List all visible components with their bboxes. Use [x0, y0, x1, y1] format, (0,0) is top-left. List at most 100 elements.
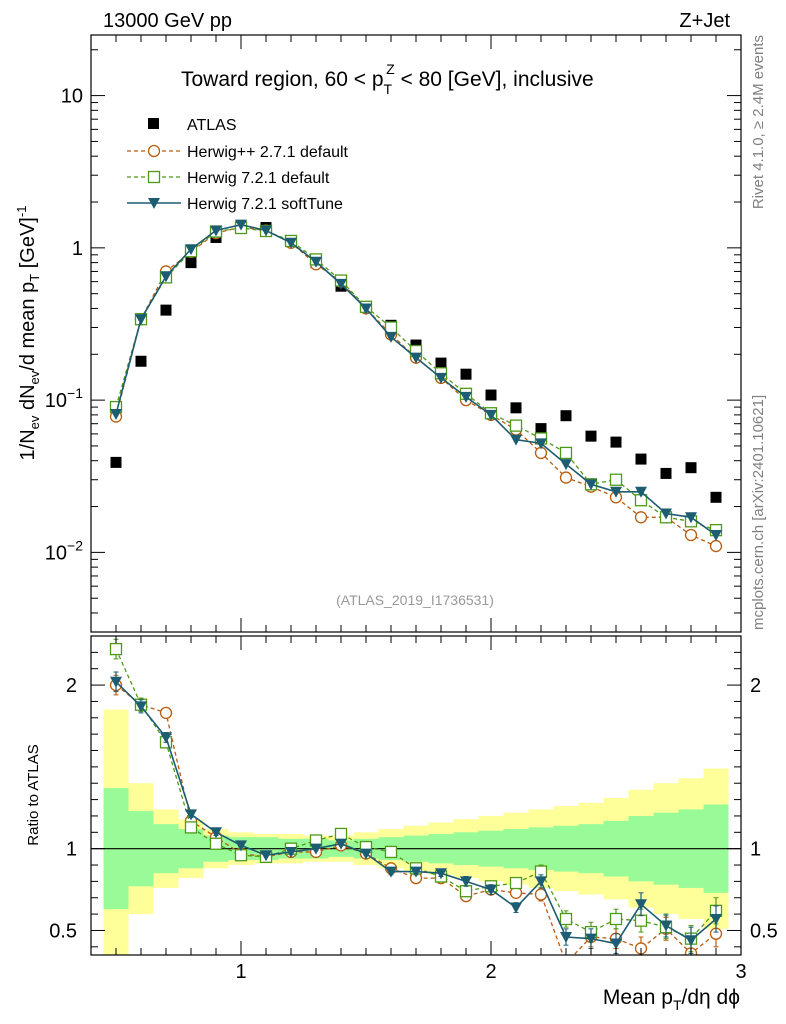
main-point-0-13	[435, 357, 447, 369]
main-point-1-21	[634, 511, 648, 524]
rivet-label: Rivet 4.1.0, ≥ 2.4M events	[750, 35, 767, 209]
ratio-xtick-label: 2	[485, 961, 496, 983]
main-point-3-22	[660, 508, 672, 520]
ratio-point-2-20	[610, 938, 622, 950]
ratio-series-group	[109, 638, 723, 969]
ratio-point-2-0	[110, 676, 122, 688]
legend-marker-herwig-soft	[148, 198, 160, 209]
main-point-3-13	[435, 372, 447, 384]
ratio-point-0-18	[561, 958, 572, 969]
main-point-0-17	[535, 423, 547, 435]
ratio-point-2-13	[435, 868, 447, 880]
legend-marker-herwig-default	[147, 170, 161, 184]
legend: ATLAS Herwig++ 2.7.1 default Herwig 7.2.…	[127, 117, 349, 213]
main-ylabel-b: dN	[17, 384, 39, 415]
main-ytick-base: 10	[45, 542, 67, 564]
main-ylabel-sub1: ev	[27, 415, 42, 429]
ratio-point-2-14	[460, 876, 472, 888]
main-ylabel-sup: -1	[14, 206, 29, 218]
main-point-0-18	[560, 410, 572, 422]
main-point-0-1	[135, 355, 147, 367]
ratio-point-2-9	[335, 838, 347, 850]
ratio-point-1-4	[209, 837, 223, 850]
main-point-0-22	[660, 467, 672, 479]
ratio-point-2-22	[660, 920, 672, 932]
plot-title-sup: Z	[386, 61, 395, 77]
ratio-ytick-label-right: 1	[750, 839, 761, 861]
ratio-point-1-16	[509, 876, 523, 890]
ratio-point-1-20	[609, 912, 623, 926]
mcplots-label: mcplots.cern.ch [arXiv:2401.10621]	[750, 395, 767, 630]
main-point-1-18	[559, 471, 573, 484]
ratio-ytick-label-left: 0.5	[49, 920, 77, 942]
ratio-point-1-18	[559, 912, 573, 926]
main-ytick-label: 10	[61, 86, 83, 108]
main-point-3-16	[510, 434, 522, 446]
ratio-axes: 0.5 0.5 1 1 2 2 1 2 3	[49, 636, 778, 983]
main-point-3-15	[485, 409, 497, 421]
ratio-ytick-label-right: 0.5	[750, 920, 778, 942]
main-point-0-14	[460, 368, 472, 380]
main-point-3-19	[585, 479, 597, 491]
ratio-point-0-2	[159, 706, 173, 720]
ratio-point-1-9	[334, 827, 348, 841]
legend-label-herwigpp: Herwig++ 2.7.1 default	[187, 144, 349, 161]
main-series-line	[115, 226, 717, 547]
main-point-1-23	[684, 528, 698, 542]
main-point-3-10	[360, 303, 372, 315]
main-ylabel: 1/Nev dNev/d mean pT [GeV]-1	[14, 206, 42, 461]
main-series-line	[115, 227, 717, 531]
main-ylabel-c: /d mean p	[17, 282, 39, 371]
main-ytick-label: 10−1	[45, 385, 83, 412]
ratio-point-2-23	[685, 935, 697, 947]
main-ylabel-sub3: T	[27, 274, 42, 282]
main-ylabel-sub2: ev	[27, 370, 42, 384]
main-point-2-20	[609, 473, 623, 486]
analysis-id: (ATLAS_2019_I1736531)	[336, 592, 494, 608]
main-ytick-label: 1	[72, 238, 83, 260]
ratio-point-2-6	[260, 850, 272, 862]
ratio-ytick-label-left: 2	[66, 675, 77, 697]
legend-label-atlas: ATLAS	[187, 117, 237, 134]
ratio-xlabel-b: /dη dϕ	[682, 986, 740, 1009]
main-point-0-21	[635, 453, 647, 465]
main-point-3-11	[385, 331, 397, 343]
main-point-0-23	[685, 462, 697, 474]
main-ytick-base: 10	[45, 390, 67, 412]
ratio-xtick-label: 3	[735, 961, 746, 983]
ratio-point-2-17	[535, 876, 547, 888]
ratio-ytick-label-right: 2	[750, 675, 761, 697]
ratio-point-2-11	[385, 866, 397, 878]
ratio-xlabel-sub: T	[673, 997, 682, 1013]
ratio-xlabel-a: Mean p	[603, 986, 673, 1009]
legend-marker-atlas	[148, 118, 159, 129]
ratio-point-2-15	[485, 884, 497, 896]
main-ytick-exp: −2	[67, 537, 83, 553]
main-point-3-7	[285, 237, 297, 249]
main-point-0-3	[185, 257, 197, 269]
main-point-3-2	[160, 271, 172, 283]
ratio-ylabel: Ratio to ATLAS	[25, 744, 42, 845]
ratio-point-2-12	[410, 866, 422, 878]
main-point-3-1	[135, 314, 147, 326]
legend-marker-herwigpp	[147, 144, 161, 158]
header-left: 13000 GeV pp	[103, 10, 232, 32]
main-point-3-4	[210, 225, 222, 237]
plot-title-b: < 80 [GeV], inclusive	[395, 68, 594, 91]
main-point-2-16	[509, 419, 523, 432]
main-point-3-21	[635, 486, 647, 498]
main-point-2-18	[559, 446, 573, 460]
main-point-3-6	[260, 225, 272, 237]
main-point-3-0	[110, 409, 122, 421]
plot-title-a: Toward region, 60 < p	[181, 68, 384, 91]
main-point-3-14	[460, 391, 472, 403]
main-point-0-19	[585, 430, 597, 442]
main-point-3-24	[710, 530, 722, 542]
ratio-point-2-3	[185, 809, 197, 821]
ratio-point-2-4	[210, 827, 222, 839]
main-point-3-20	[610, 486, 622, 498]
ratio-ytick-label-left: 1	[66, 839, 77, 861]
ratio-point-2-2	[160, 732, 172, 744]
